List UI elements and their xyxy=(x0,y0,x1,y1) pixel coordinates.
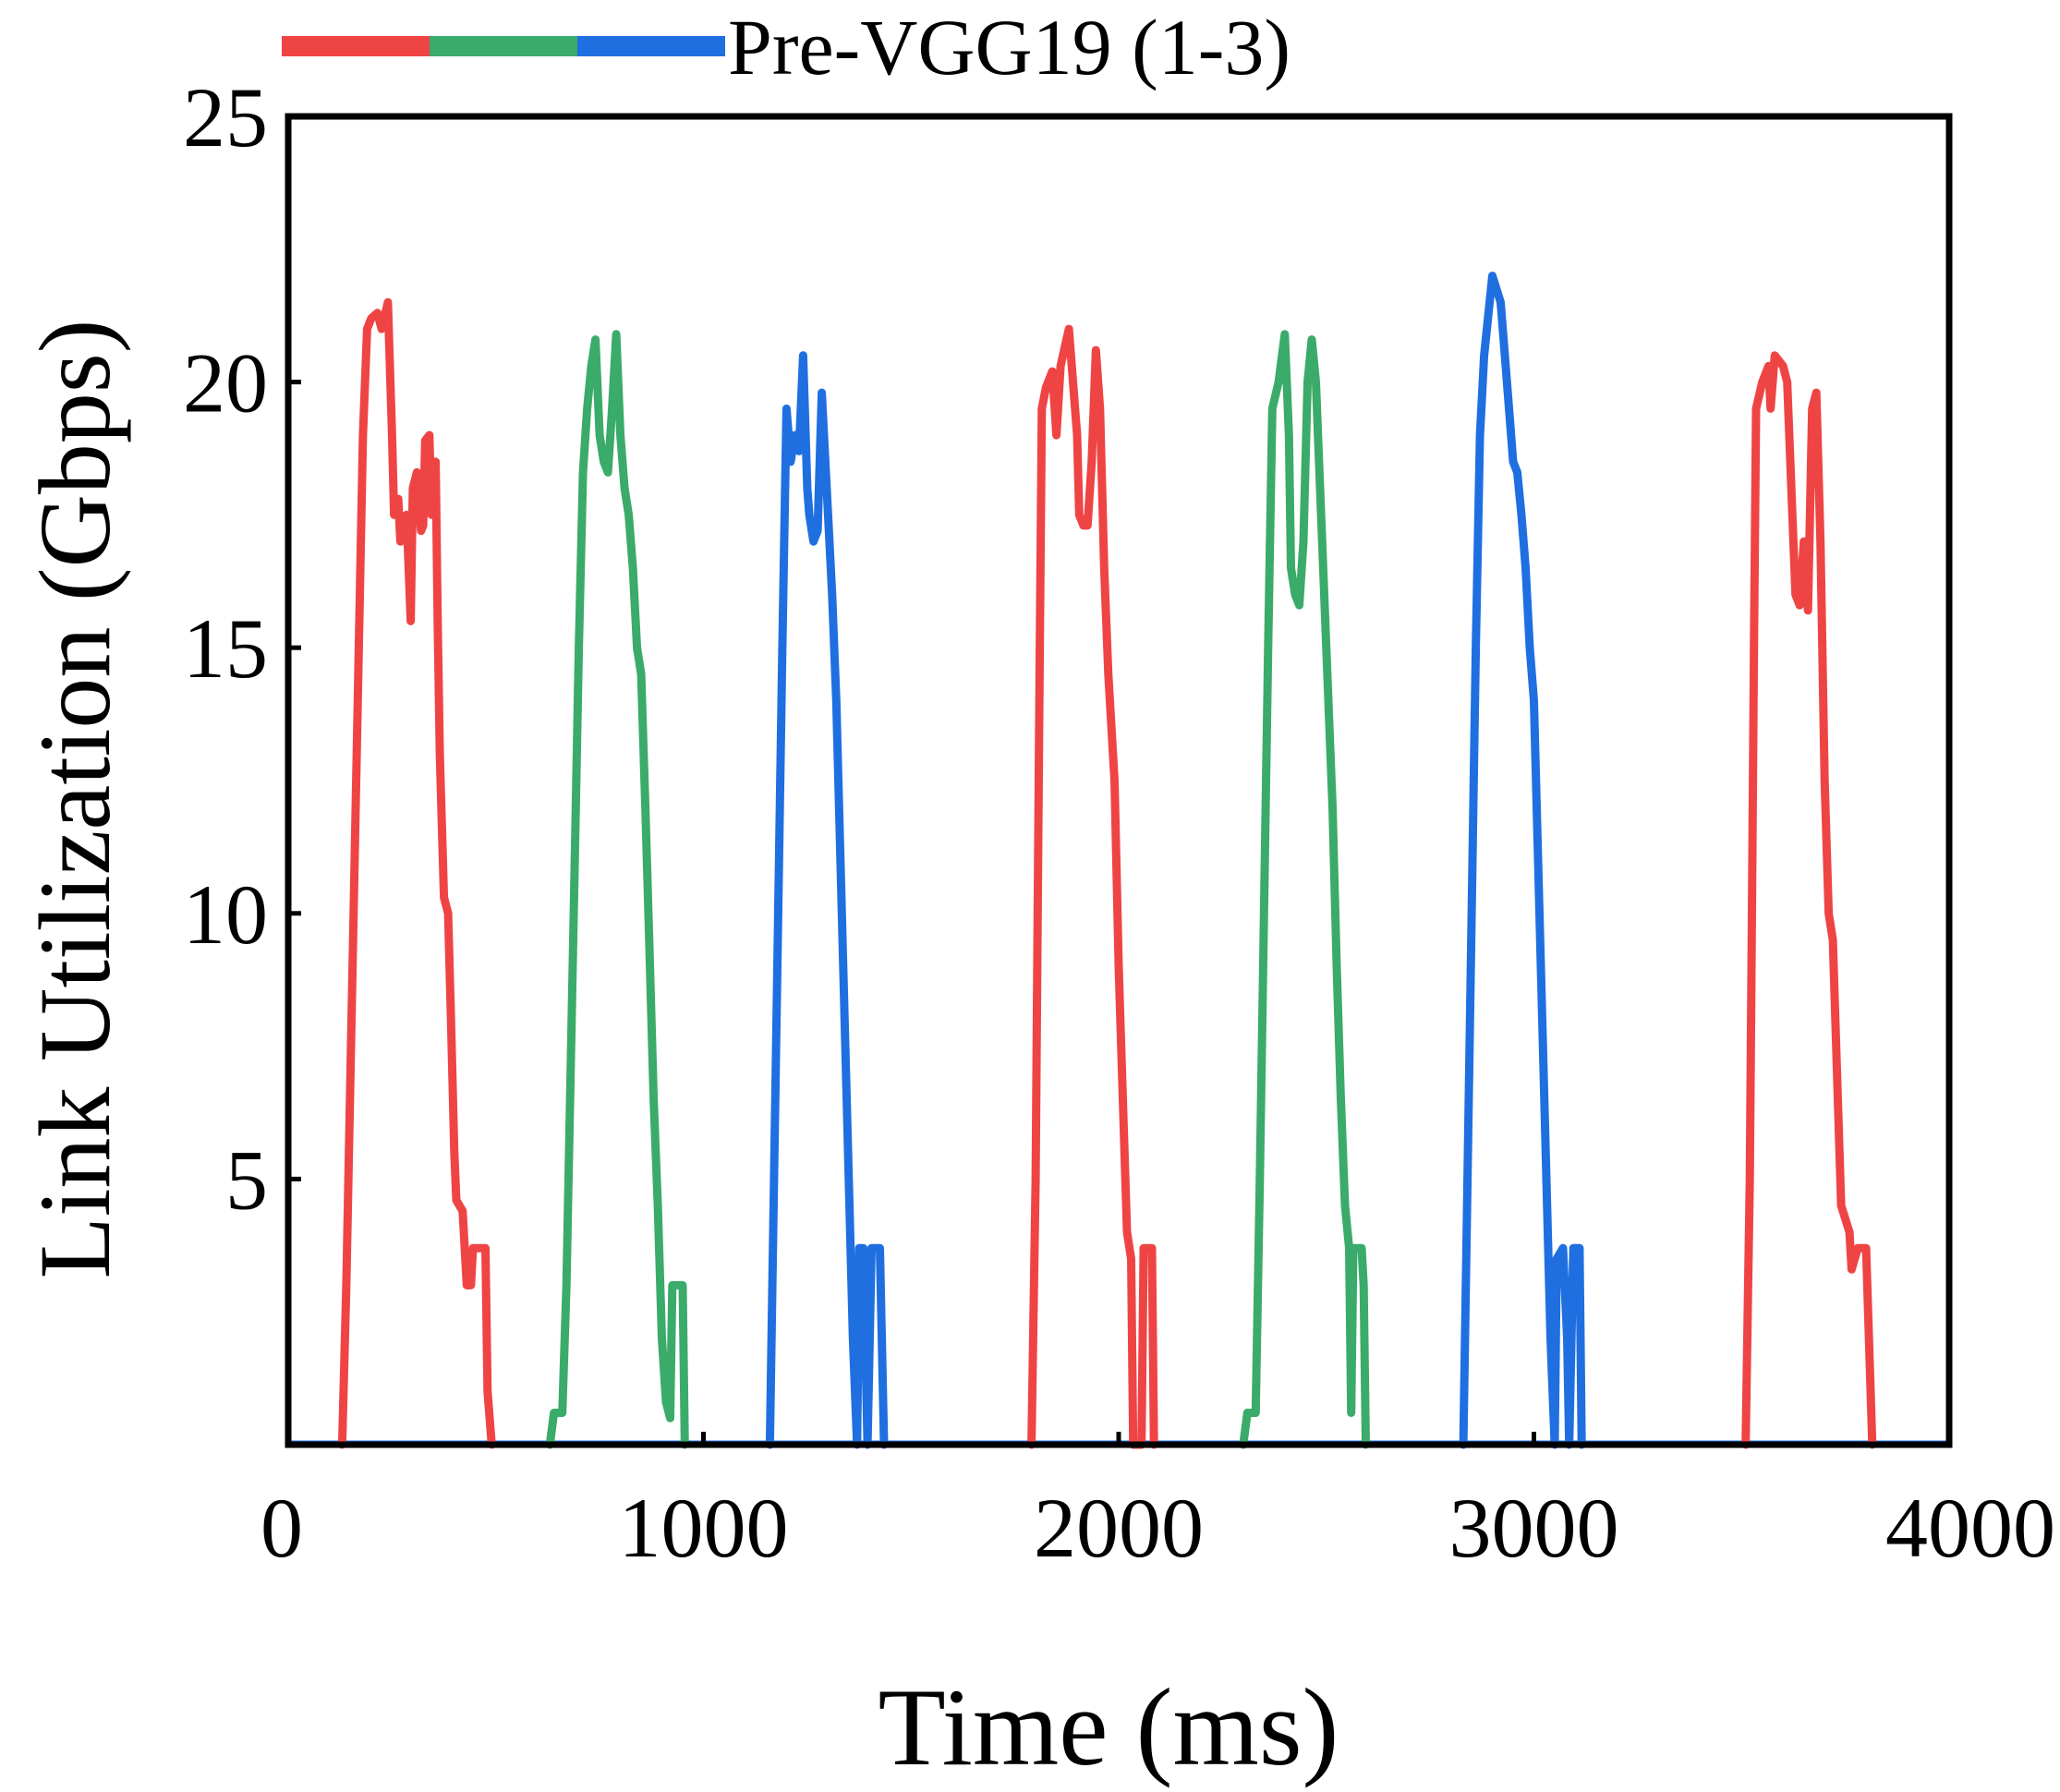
legend-label: Pre-VGG19 (1-3) xyxy=(728,3,1291,91)
series-2-burst-2 xyxy=(1239,330,1370,1449)
series-1-burst-1 xyxy=(337,297,496,1449)
x-tick-label-3000: 3000 xyxy=(1449,1481,1619,1575)
y-tick-label-15: 15 xyxy=(183,601,268,696)
y-tick-label-25: 25 xyxy=(183,70,268,164)
y-tick-label-5: 5 xyxy=(225,1132,268,1227)
x-tick-label-2000: 2000 xyxy=(1034,1481,1204,1575)
legend: Pre-VGG19 (1-3) xyxy=(282,3,1291,91)
series-3-burst-2 xyxy=(1459,272,1586,1449)
x-axis-label: Time (ms) xyxy=(879,1665,1339,1788)
x-tick-label-1000: 1000 xyxy=(619,1481,789,1575)
y-axis-label: Link Utilization (Gbps) xyxy=(18,320,131,1279)
x-tick-label-4000: 4000 xyxy=(1885,1481,2055,1575)
y-axis: 5 10 15 20 25 xyxy=(183,70,301,1227)
y-tick-label-20: 20 xyxy=(183,336,268,430)
series-1-burst-3 xyxy=(1741,351,1877,1449)
plot-series xyxy=(288,272,1949,1449)
y-tick-label-10: 10 xyxy=(183,867,268,962)
series-1-burst-2 xyxy=(1027,324,1158,1449)
x-tick-label-0: 0 xyxy=(261,1481,303,1575)
series-3-burst-1 xyxy=(765,351,889,1449)
series-2-burst-1 xyxy=(545,330,689,1449)
x-axis: 0 1000 2000 3000 4000 xyxy=(261,1432,2055,1575)
